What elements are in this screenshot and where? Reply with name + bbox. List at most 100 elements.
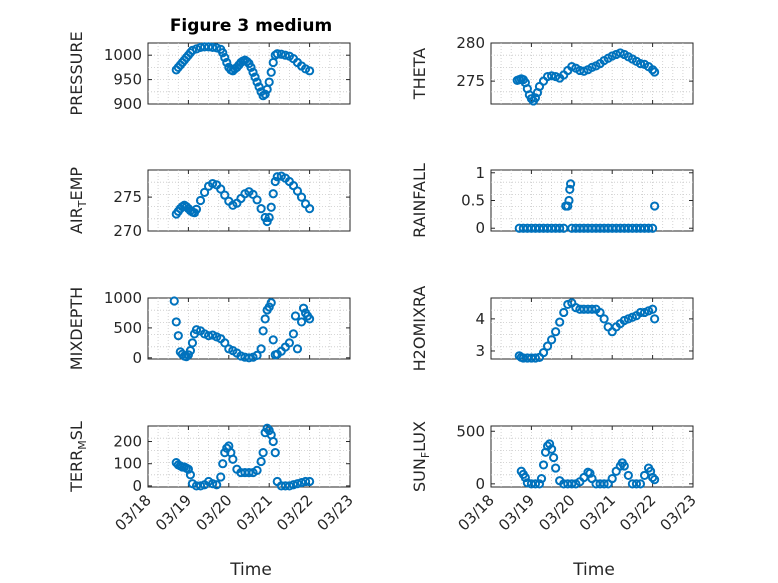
data-point [567, 479, 577, 489]
data-point [565, 179, 576, 189]
data-point [296, 317, 307, 327]
data-point [252, 77, 262, 87]
data-point [208, 178, 218, 189]
y-tick-label: 200 [113, 433, 142, 451]
data-point [270, 176, 280, 187]
data-point [258, 448, 268, 458]
data-point [264, 425, 274, 436]
data-point [208, 42, 218, 52]
data-point [290, 311, 301, 321]
data-point [520, 472, 530, 483]
x-tick-label: 03/22 [273, 491, 316, 534]
data-point [252, 195, 262, 205]
data-point [599, 314, 609, 324]
data-point [564, 195, 574, 206]
data-point [256, 344, 266, 354]
data-point [544, 439, 555, 449]
data-point [236, 351, 246, 361]
y-tick-label: 275 [113, 188, 142, 206]
data-point [585, 468, 595, 478]
data-point [551, 327, 561, 337]
data-point [246, 62, 256, 73]
data-point [191, 325, 202, 335]
y-tick-label: 4 [475, 310, 485, 328]
data-point [639, 470, 650, 481]
data-point [530, 479, 541, 489]
data-point [171, 317, 181, 327]
y-tick-label: 0 [132, 477, 142, 495]
data-point [256, 456, 266, 467]
data-point [635, 58, 646, 69]
data-point [280, 50, 290, 60]
data-point [248, 67, 258, 77]
data-point [530, 353, 541, 363]
data-point [298, 303, 309, 313]
data-point [555, 317, 565, 327]
data-point [599, 479, 609, 489]
data-point [220, 338, 230, 348]
data-point [191, 204, 202, 214]
figure-title: Figure 3 medium [170, 16, 332, 36]
data-point [300, 476, 311, 487]
x-tick-label: 03/20 [535, 491, 578, 534]
data-point [260, 314, 270, 324]
data-point [266, 202, 276, 212]
data-point [538, 347, 549, 358]
data-point [268, 189, 278, 199]
y-tick-label: 900 [113, 95, 142, 113]
data-point [538, 460, 549, 470]
data-point [195, 195, 206, 206]
x-tick-label: 03/21 [576, 491, 619, 534]
data-point [185, 470, 196, 480]
data-point [216, 472, 226, 482]
data-point [258, 326, 268, 336]
y-axis-label: TERRMSL [67, 421, 89, 493]
data-point [280, 481, 290, 491]
data-point [250, 72, 260, 82]
x-axis-label-left: Time [229, 560, 272, 580]
subplot-mixdepth: 0 500 1000 MIXDEPTH [67, 287, 351, 370]
data-point [648, 304, 658, 314]
data-point [536, 473, 547, 484]
data-point [305, 314, 315, 324]
data-point [559, 307, 569, 318]
data-point [635, 307, 646, 318]
data-point [272, 172, 282, 182]
y-tick-label: 280 [456, 34, 485, 52]
data-point [276, 49, 286, 59]
data-point [292, 479, 303, 489]
data-point [595, 307, 605, 318]
data-point [305, 66, 315, 76]
data-point [254, 82, 264, 92]
data-point [272, 49, 282, 59]
data-point [305, 476, 315, 487]
y-tick-label: 0.5 [461, 192, 485, 210]
data-point [264, 77, 274, 87]
data-point [650, 475, 660, 485]
data-point [256, 204, 266, 214]
x-tick-label: 03/23 [657, 491, 700, 534]
data-point [623, 470, 633, 481]
y-tick-label: 950 [113, 71, 142, 89]
data-point [555, 223, 565, 233]
data-point [220, 448, 230, 458]
y-tick-label: 0 [475, 475, 485, 493]
data-point [262, 423, 272, 433]
data-point [173, 331, 183, 341]
data-point [522, 478, 532, 488]
data-point [222, 57, 232, 68]
data-point [607, 473, 617, 484]
y-tick-label: 500 [113, 319, 142, 337]
y-tick-label: 1 [475, 164, 485, 182]
data-point [208, 479, 218, 489]
data-point [284, 481, 294, 491]
data-point [547, 71, 557, 81]
y-tick-label: 0 [132, 349, 142, 367]
x-tick-label: 03/19 [152, 491, 195, 534]
data-point [220, 53, 230, 63]
y-tick-label: 270 [113, 222, 142, 240]
data-point [565, 184, 575, 195]
y-tick-label: 1000 [104, 289, 142, 307]
